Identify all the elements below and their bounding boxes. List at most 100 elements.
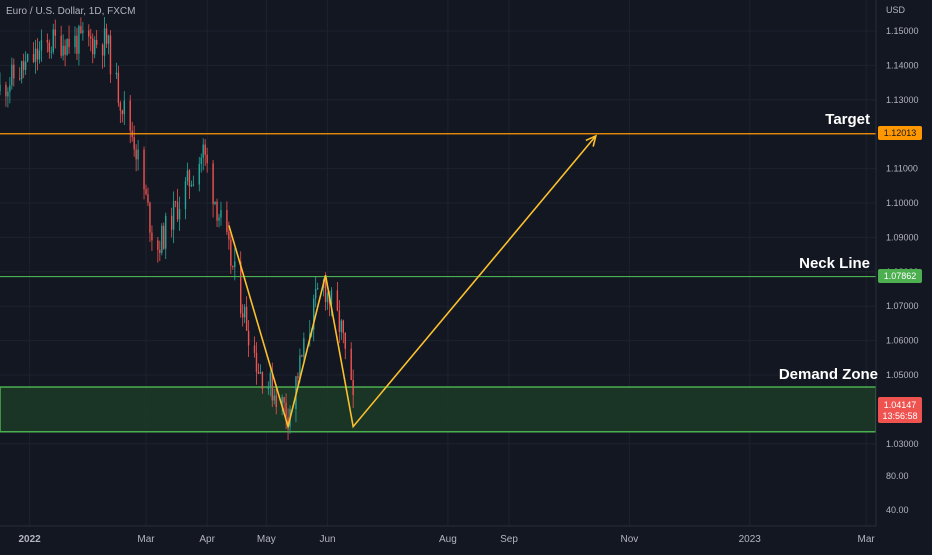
candle-body	[163, 225, 165, 249]
candle-body	[54, 29, 56, 36]
arrow-head	[585, 134, 598, 147]
candle-body	[48, 42, 51, 52]
candle-body	[19, 78, 21, 80]
y-tick-label: 1.15000	[886, 26, 919, 36]
candle-body	[241, 313, 244, 318]
candle-body	[232, 265, 234, 268]
current-price-tag: 1.04147 13:56:58	[878, 397, 922, 423]
candle-body	[220, 210, 222, 218]
candle-body	[206, 154, 208, 164]
time-axis[interactable]: 2022 Mar Apr May Jun Aug Sep Nov 2023 Mar	[18, 534, 875, 545]
candle-body	[90, 36, 92, 39]
neck-price-tag: 1.07862	[878, 269, 922, 283]
candle-body	[68, 38, 70, 48]
candle-body	[40, 40, 43, 51]
candle-body	[214, 201, 216, 205]
candle-body	[22, 61, 25, 70]
candle-body	[271, 372, 273, 401]
x-tick-label: Mar	[137, 534, 155, 545]
candle-body	[186, 170, 189, 182]
candle-body	[11, 64, 13, 86]
candle-body	[133, 137, 135, 150]
candle-body	[107, 35, 110, 44]
candle-body	[9, 85, 11, 92]
x-tick-label: May	[257, 534, 276, 545]
candle-body	[36, 48, 39, 60]
levels	[0, 133, 876, 278]
candle-body	[121, 110, 124, 115]
demand-zone-label: Demand Zone	[779, 366, 878, 383]
x-tick-label: Apr	[199, 534, 215, 545]
target-label: Target	[825, 111, 870, 128]
candle-body	[313, 298, 315, 330]
y-tick-label: 1.03000	[886, 439, 919, 449]
candle-body	[66, 38, 68, 55]
y-tick-label: 1.06000	[886, 336, 919, 346]
candle-body	[299, 355, 301, 379]
candle-body	[303, 338, 305, 357]
candle-body	[135, 149, 137, 160]
candle-body	[24, 61, 27, 70]
candle-body	[216, 201, 218, 221]
candle-body	[340, 320, 343, 332]
w-pattern-path	[228, 135, 597, 430]
y-tick-label: 1.13000	[886, 95, 919, 105]
candle-body	[170, 215, 173, 230]
candle-body	[204, 144, 206, 155]
candle-body	[161, 225, 163, 253]
candle-body	[101, 44, 104, 56]
x-tick-label: 2022	[18, 534, 41, 545]
candle-body	[147, 194, 149, 203]
candle-body	[314, 288, 317, 299]
candle-body	[5, 84, 7, 97]
candle-body	[52, 29, 54, 52]
candle-body	[76, 35, 78, 54]
candle-body	[269, 372, 272, 388]
candle-body	[352, 379, 354, 395]
time-axis-panel[interactable]	[0, 526, 932, 550]
candle-body	[234, 261, 236, 268]
pattern-drawing	[228, 134, 598, 430]
candle-body	[137, 149, 139, 160]
candle-body	[184, 181, 187, 210]
candle-body	[342, 320, 345, 333]
x-tick-label: Aug	[439, 534, 457, 545]
candle-body	[255, 352, 258, 372]
y-tick-label: 1.14000	[886, 60, 919, 70]
x-tick-label: Jun	[319, 534, 335, 545]
secondary-scale-40: 40.00	[886, 505, 909, 515]
candle-body	[95, 39, 98, 45]
candle-body	[149, 202, 151, 233]
candle-body	[123, 100, 125, 115]
candle-body	[64, 45, 66, 55]
candle-body	[283, 397, 285, 403]
countdown-text: 13:56:58	[882, 411, 917, 421]
candle-body	[151, 232, 153, 241]
candle-body	[32, 54, 35, 62]
candle-body	[109, 35, 112, 75]
candle-body	[228, 232, 230, 240]
candle-body	[26, 54, 29, 62]
candle-body	[259, 371, 262, 374]
candle-body	[38, 50, 41, 60]
target-price-tag: 1.12013	[878, 126, 922, 140]
candle-body	[226, 210, 228, 233]
candle-body	[324, 280, 327, 302]
candle-body	[200, 157, 202, 164]
candle-body	[50, 51, 52, 53]
candle-body	[165, 215, 167, 249]
candle-body	[330, 290, 333, 305]
x-tick-label: 2023	[739, 534, 762, 545]
candle-body	[119, 102, 122, 111]
candle-body	[103, 28, 106, 56]
candle-body	[247, 330, 250, 346]
currency-label: USD	[886, 5, 906, 15]
candle-body	[253, 345, 256, 353]
candle-body	[326, 293, 329, 302]
candle-body	[92, 38, 94, 55]
candle-body	[88, 30, 90, 37]
candle-body	[287, 416, 289, 428]
